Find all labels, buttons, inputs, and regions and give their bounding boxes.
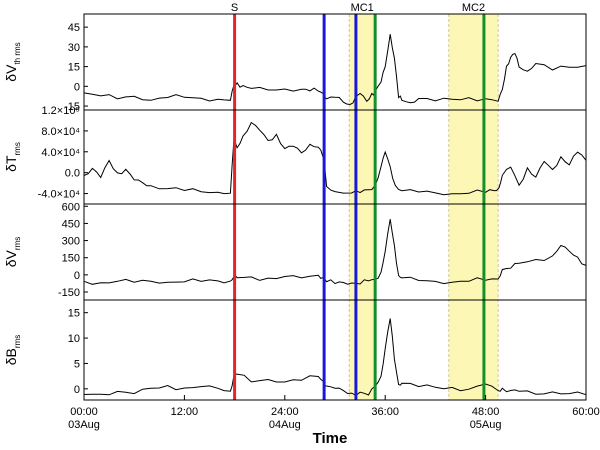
event-line-label-1: S <box>231 2 238 14</box>
y-axis-label-panel-1: δVth rms <box>3 42 22 81</box>
panel-frame-4 <box>83 299 587 401</box>
y-tick-label-panel-3-6: 600 <box>62 201 80 213</box>
y-tick-label-panel-1-2: 0 <box>74 81 80 93</box>
y-tick-label-panel-4-3: 10 <box>68 333 80 345</box>
series-line-panel-2 <box>83 121 587 196</box>
y-tick-label-panel-1-3: 15 <box>68 62 80 74</box>
y-tick-label-panel-1-5: 45 <box>68 22 80 34</box>
y-tick-label-panel-2-4: 8.0×10⁴ <box>41 126 80 138</box>
y-tick-label-panel-2-3: 4.0×10⁴ <box>41 147 80 159</box>
x-tick-date-3: 04Aug <box>269 419 301 431</box>
y-tick-label-panel-3-3: 150 <box>62 253 80 265</box>
series-line-panel-1 <box>83 34 587 106</box>
y-tick-label-panel-3-2: 0 <box>74 270 80 282</box>
shaded-region-label-1: MC1 <box>351 2 374 14</box>
y-tick-label-panel-4-1: 0 <box>74 384 80 396</box>
y-tick-label-panel-2-5: 1.2×10⁵ <box>41 105 80 117</box>
x-tick-label-2: 12:00 <box>171 406 199 418</box>
y-tick-label-panel-3-5: 450 <box>62 218 80 230</box>
y-tick-label-panel-3-1: -150 <box>58 287 80 299</box>
shaded-region-2 <box>448 14 499 400</box>
series-line-panel-4 <box>83 318 587 396</box>
y-tick-label-panel-2-2: 0.0 <box>65 168 80 180</box>
y-tick-label-panel-2-1: -4.0×10⁴ <box>38 189 81 201</box>
x-tick-label-6: 60:00 <box>572 406 600 418</box>
x-tick-label-3: 24:00 <box>271 406 299 418</box>
y-axis-label-panel-4: δBrms <box>3 335 22 365</box>
x-tick-date-1: 03Aug <box>68 419 100 431</box>
x-tick-label-5: 48:00 <box>472 406 500 418</box>
y-tick-label-panel-4-2: 5 <box>74 358 80 370</box>
y-axis-label-panel-2: δTrms <box>3 142 22 172</box>
panel-frame-3 <box>83 203 587 301</box>
y-tick-label-panel-1-1: -15 <box>64 101 80 113</box>
x-axis-label: Time <box>313 430 348 447</box>
y-axis-label-panel-3: δVrms <box>3 237 22 267</box>
y-tick-label-panel-4-4: 15 <box>68 308 80 320</box>
y-tick-label-panel-1-4: 30 <box>68 42 80 54</box>
shaded-region-label-2: MC2 <box>462 2 485 14</box>
series-line-panel-3 <box>83 219 587 285</box>
panel-frame-1 <box>83 13 587 111</box>
y-tick-label-panel-3-4: 300 <box>62 236 80 248</box>
panel-frame-2 <box>83 109 587 205</box>
x-tick-label-4: 36:00 <box>371 406 399 418</box>
x-tick-date-5: 05Aug <box>470 419 502 431</box>
shaded-region-1 <box>349 14 376 400</box>
x-tick-label-1: 00:00 <box>70 406 98 418</box>
